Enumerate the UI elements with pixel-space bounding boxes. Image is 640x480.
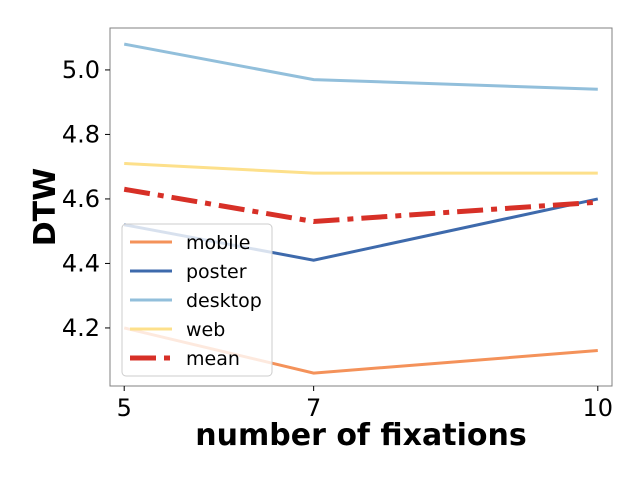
x-tick-label: 7 <box>306 394 321 422</box>
y-tick-label: 5.0 <box>62 56 100 84</box>
y-tick-label: 4.6 <box>62 185 100 213</box>
x-axis: 5 7 10 <box>117 386 613 422</box>
x-tick-label: 5 <box>117 394 132 422</box>
series-line-mean <box>123 186 598 225</box>
y-tick-label: 4.8 <box>62 120 100 148</box>
legend-label-desktop: desktop <box>186 290 262 312</box>
x-axis-label: number of fixations <box>195 418 526 453</box>
legend-label-poster: poster <box>186 261 247 283</box>
y-tick-label: 4.2 <box>62 314 100 342</box>
series-line-web <box>124 161 598 175</box>
legend-label-web: web <box>186 319 225 341</box>
legend: mobile poster desktop web mean <box>121 223 273 377</box>
y-axis-label: DTW <box>28 168 63 246</box>
y-tick-label: 4.4 <box>62 249 100 277</box>
y-axis: 4.2 4.4 4.6 4.8 5.0 <box>62 56 110 342</box>
series-line-desktop <box>123 42 598 91</box>
plot-frame <box>109 27 613 387</box>
legend-box <box>121 223 273 377</box>
legend-label-mean: mean <box>186 348 240 370</box>
x-tick-label: 10 <box>583 394 614 422</box>
legend-label-mobile: mobile <box>186 232 250 254</box>
